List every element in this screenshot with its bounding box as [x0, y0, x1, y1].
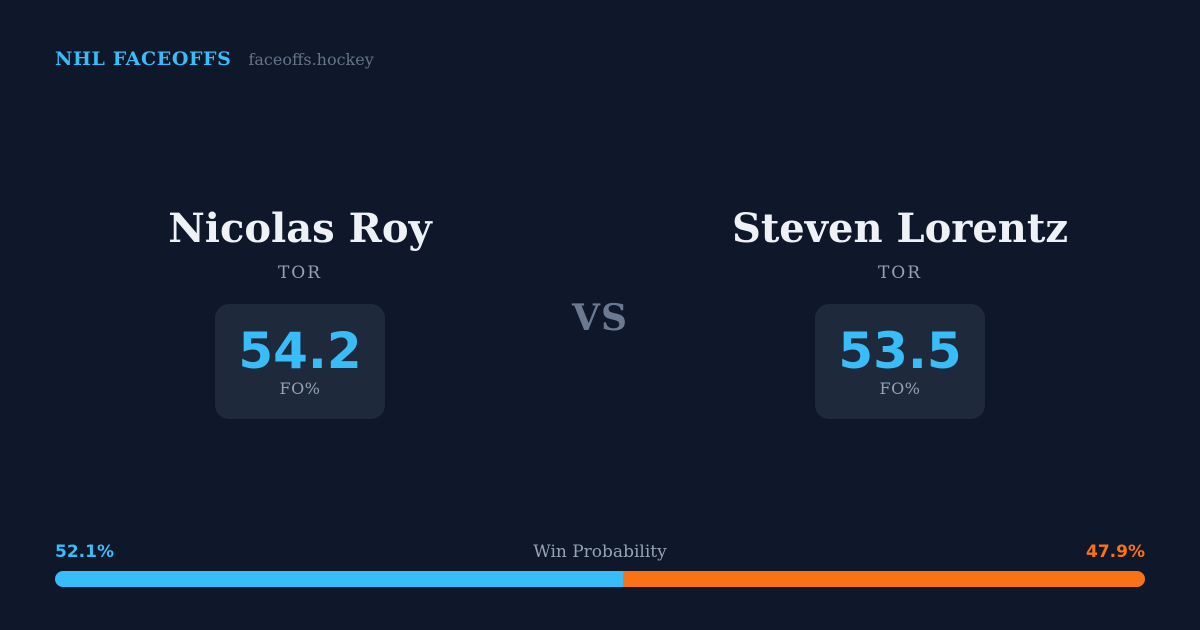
player-team: TOR: [877, 263, 923, 283]
stat-card: 54.2 FO%: [215, 304, 385, 419]
winprob-bar: [55, 571, 1145, 587]
player-name: Steven Lorentz: [731, 205, 1069, 252]
header: NHL FACEOFFS faceoffs.hockey: [55, 48, 374, 70]
player-panel-right: Steven Lorentz TOR 53.5 FO%: [710, 205, 1090, 419]
winprob-left-label: 52.1%: [55, 542, 114, 562]
winprob-section: 52.1% Win Probability 47.9%: [55, 542, 1145, 587]
stat-value: 54.2: [238, 321, 362, 380]
winprob-labels: 52.1% Win Probability 47.9%: [55, 542, 1145, 562]
site-domain: faceoffs.hockey: [248, 50, 374, 69]
winprob-right-label: 47.9%: [1086, 542, 1145, 562]
player-team: TOR: [277, 263, 323, 283]
stat-card: 53.5 FO%: [815, 304, 985, 419]
stat-label: FO%: [879, 378, 921, 398]
player-panel-left: Nicolas Roy TOR 54.2 FO%: [110, 205, 490, 419]
stat-value: 53.5: [838, 321, 962, 380]
vs-label: VS: [572, 297, 628, 339]
winprob-left-segment: [55, 571, 623, 587]
winprob-title: Win Probability: [533, 542, 667, 562]
player-name: Nicolas Roy: [168, 205, 432, 252]
stat-label: FO%: [279, 378, 321, 398]
winprob-right-segment: [622, 571, 1145, 587]
brand-title: NHL FACEOFFS: [55, 48, 232, 70]
